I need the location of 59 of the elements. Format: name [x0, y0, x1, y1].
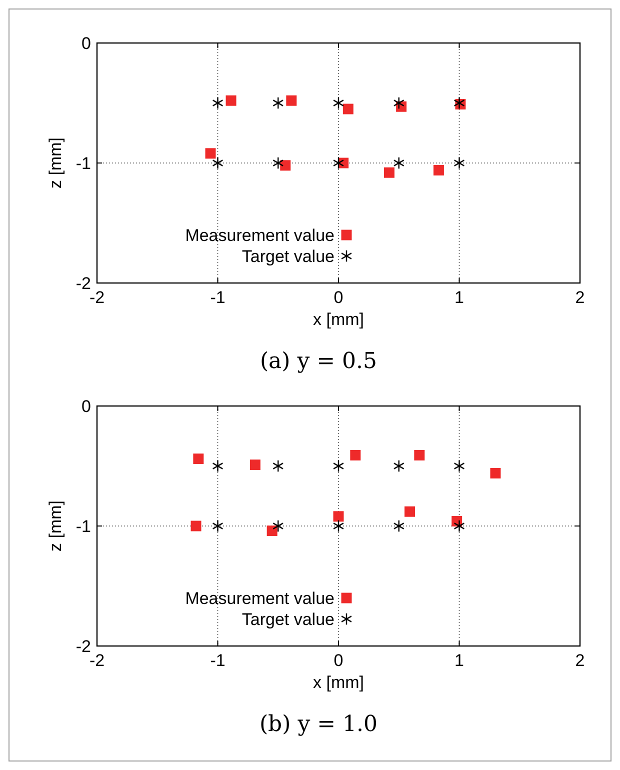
text: (a) y = 0.5 [260, 349, 378, 374]
legend-label: Measurement value [185, 226, 334, 245]
point [433, 164, 444, 176]
y-tick-label: -1 [76, 154, 91, 173]
x-axis-title: x [mm] [313, 673, 364, 692]
point [393, 96, 404, 110]
point [393, 156, 404, 170]
x-tick-label: 0 [334, 651, 344, 670]
y-axis-title: z [mm] [46, 138, 65, 188]
point [266, 526, 278, 536]
point [205, 148, 216, 159]
x-tick-label: -1 [210, 288, 226, 307]
legend-label: Target value [242, 610, 334, 629]
point [272, 520, 284, 532]
point [212, 460, 224, 472]
point [193, 454, 204, 464]
point [212, 520, 224, 532]
point [332, 520, 344, 532]
point [454, 460, 465, 472]
point [333, 511, 344, 522]
x-axis-title: x [mm] [313, 310, 364, 329]
point [454, 156, 465, 170]
point [332, 96, 344, 110]
point [280, 160, 291, 171]
y-tick-label: 0 [82, 397, 91, 416]
point [490, 468, 501, 478]
x-tick-label: -1 [210, 651, 226, 670]
point [332, 156, 344, 170]
point [212, 156, 224, 170]
point [332, 460, 344, 472]
y-axis-title: z [mm] [46, 500, 65, 552]
y-tick-label: 0 [82, 34, 91, 53]
point [342, 104, 354, 114]
y-tick-label: -2 [76, 274, 91, 293]
point [250, 460, 260, 470]
point [404, 506, 415, 517]
point [393, 520, 404, 532]
y-tick-label: -2 [76, 637, 91, 656]
legend-label: Measurement value [185, 589, 334, 608]
point [272, 96, 284, 110]
x-tick-label: 1 [454, 288, 464, 307]
point [212, 96, 224, 110]
point [272, 156, 284, 170]
point [272, 460, 284, 472]
x-tick-label: 2 [575, 288, 585, 307]
point [414, 450, 425, 460]
point [384, 167, 394, 178]
point [286, 95, 297, 106]
point [350, 450, 361, 460]
point [190, 520, 202, 532]
text: (b) y = 1.0 [259, 712, 378, 737]
y-tick-label: -1 [76, 517, 91, 536]
point [226, 95, 236, 106]
point [393, 460, 404, 472]
point [454, 520, 465, 532]
x-tick-label: 1 [454, 651, 464, 670]
x-tick-label: 2 [575, 651, 585, 670]
x-tick-label: 0 [334, 288, 344, 307]
legend-label: Target value [242, 247, 334, 266]
